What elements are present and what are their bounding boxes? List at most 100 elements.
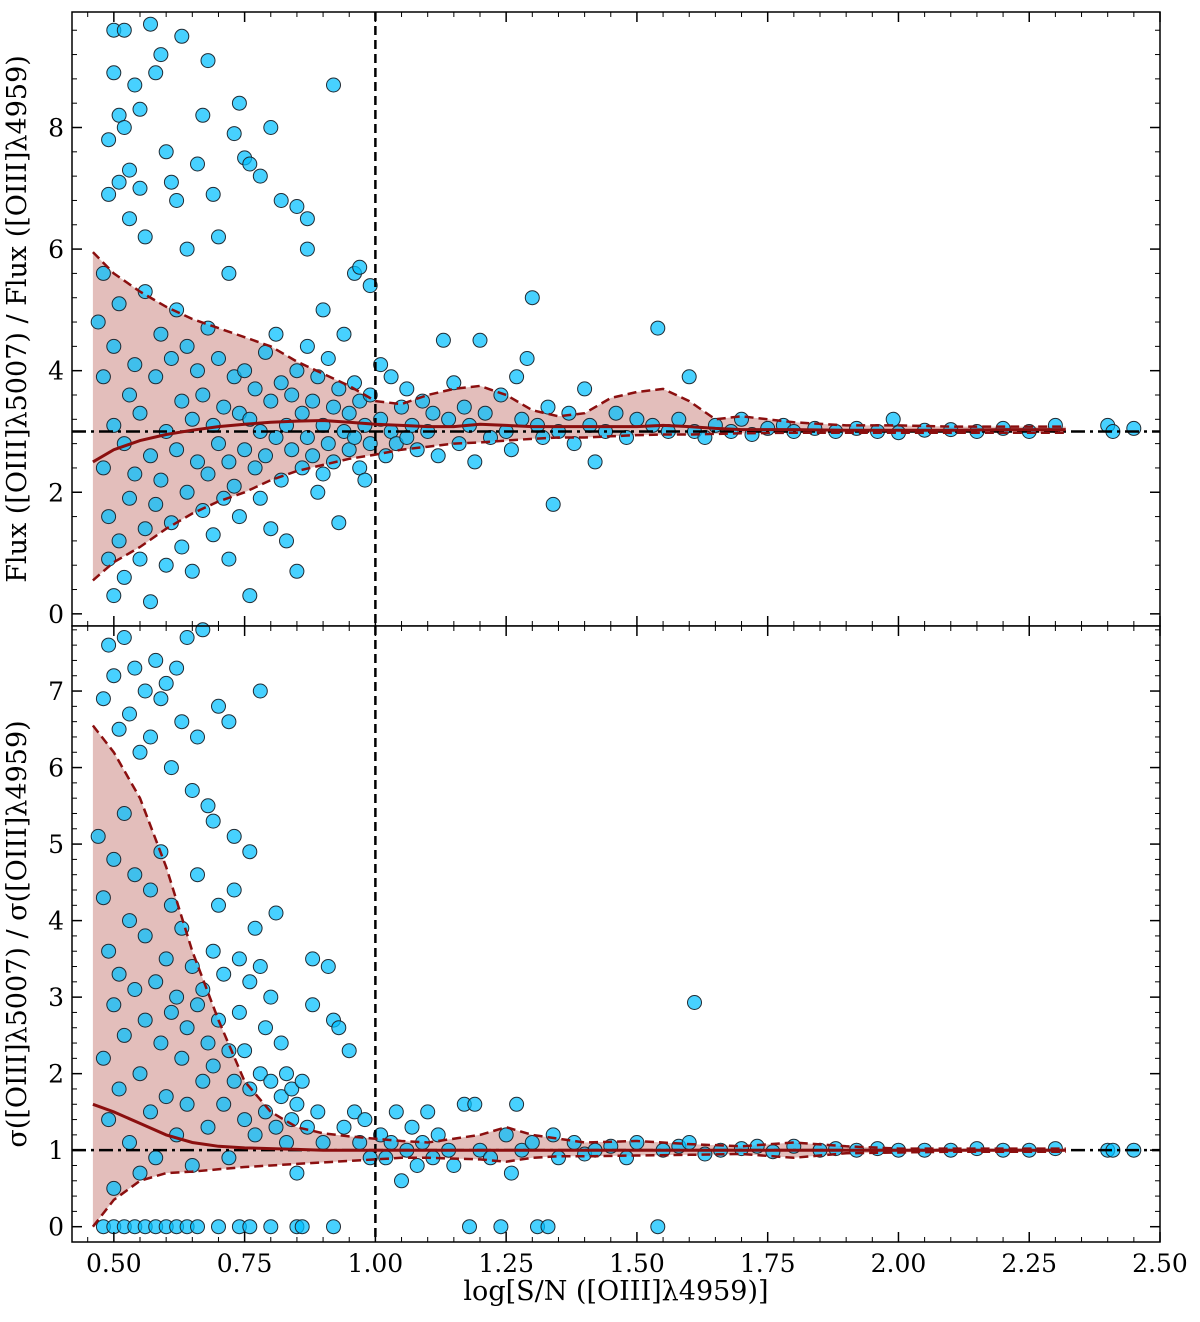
scatter-point — [179, 338, 195, 354]
scatter-point — [305, 393, 321, 409]
scatter-point — [122, 913, 137, 929]
scatter-point — [231, 1004, 247, 1020]
scatter-point — [195, 387, 211, 403]
scatter-point — [211, 229, 226, 245]
scatter-point — [467, 1096, 483, 1112]
scatter-point — [310, 369, 326, 385]
band-fill — [92, 252, 1066, 581]
scatter-point — [143, 729, 158, 745]
scatter-point — [273, 193, 289, 208]
scatter-point — [252, 1066, 268, 1082]
scatter-point — [252, 959, 268, 974]
scatter-point — [132, 551, 148, 567]
scatter-point — [90, 314, 106, 330]
scatter-point — [331, 515, 347, 531]
scatter-point — [305, 951, 321, 967]
scatter-point — [299, 338, 315, 354]
scatter-point — [503, 1165, 519, 1181]
scatter-point — [268, 905, 284, 921]
scatter-point — [394, 1173, 409, 1189]
scatter-point — [111, 296, 127, 312]
scatter-point — [158, 951, 174, 967]
scatter-point — [190, 454, 205, 470]
scatter-point — [252, 168, 268, 184]
scatter-point — [273, 1035, 289, 1051]
scatter-point — [299, 241, 315, 257]
scatter-point — [169, 193, 185, 208]
scatter-point — [237, 363, 253, 379]
scatter-point — [430, 1127, 446, 1143]
scatter-point — [132, 1066, 148, 1082]
scatter-point — [671, 411, 687, 427]
scatter-point — [179, 1096, 195, 1112]
scatter-point — [279, 1066, 294, 1082]
scatter-point — [174, 539, 190, 555]
scatter-point — [163, 897, 179, 913]
scatter-point — [263, 1219, 279, 1235]
scatter-point — [153, 326, 169, 342]
scatter-point — [420, 1104, 436, 1120]
scatter-point — [336, 1119, 352, 1135]
scatter-point — [143, 448, 158, 464]
scatter-point — [95, 691, 111, 707]
scatter-point — [629, 411, 645, 427]
scatter-point — [200, 466, 216, 482]
scatter-point — [195, 1073, 211, 1089]
scatter-point — [268, 430, 284, 445]
scatter-point — [289, 199, 305, 214]
scatter-point — [148, 652, 164, 668]
scatter-point — [184, 411, 200, 427]
scatter-point — [179, 1020, 195, 1036]
scatter-point — [294, 1073, 310, 1089]
scatter-point — [158, 144, 174, 160]
scatter-point — [200, 1035, 216, 1051]
bottom-plot-frame — [71, 625, 1161, 1243]
scatter-point — [127, 77, 143, 93]
scatter-point — [226, 126, 242, 142]
scatter-point — [320, 351, 336, 366]
scatter-point — [284, 387, 300, 403]
scatter-point — [163, 174, 179, 190]
top-reference-lines — [72, 12, 1160, 626]
scatter-point — [320, 436, 336, 452]
scatter-point — [373, 357, 389, 373]
scatter-point — [221, 265, 237, 281]
scatter-point — [111, 721, 127, 737]
x-tick-label: 2.50 — [1132, 1249, 1188, 1278]
x-tick-label: 1.00 — [348, 1249, 404, 1278]
band-median-line — [92, 418, 1066, 464]
scatter-point — [247, 460, 263, 476]
x-axis-label: log[S/N ([OIII]λ4959)] — [463, 1276, 768, 1307]
scatter-point — [362, 278, 378, 294]
scatter-point — [143, 594, 158, 610]
scatter-point — [174, 1050, 190, 1066]
scatter-point — [122, 162, 137, 178]
x-tick-label: 1.25 — [478, 1249, 534, 1278]
top-plot-area — [72, 12, 1160, 626]
scatter-point — [347, 1104, 362, 1120]
scatter-point — [211, 351, 226, 366]
scatter-point — [299, 1119, 315, 1135]
scatter-point — [462, 1219, 477, 1235]
scatter-point — [687, 995, 702, 1010]
scatter-point — [289, 1096, 305, 1112]
scatter-point — [143, 1104, 158, 1120]
x-tick-label: 2.25 — [1001, 1249, 1057, 1278]
scatter-point — [885, 411, 901, 427]
scatter-point — [258, 448, 273, 464]
scatter-point — [503, 442, 519, 458]
scatter-point — [284, 442, 300, 458]
scatter-point — [153, 691, 169, 707]
y-tick-label: 2 — [48, 478, 64, 507]
scatter-point — [263, 521, 279, 537]
scatter-point — [211, 698, 226, 714]
scatter-point — [650, 320, 666, 336]
scatter-point — [242, 974, 258, 990]
scatter-point — [148, 1150, 164, 1166]
band-median-line — [92, 1102, 1066, 1152]
band-upper-line — [91, 724, 1066, 1150]
scatter-point — [294, 405, 310, 421]
scatter-point — [205, 527, 221, 543]
scatter-point — [514, 411, 530, 427]
scatter-point — [268, 1119, 284, 1135]
